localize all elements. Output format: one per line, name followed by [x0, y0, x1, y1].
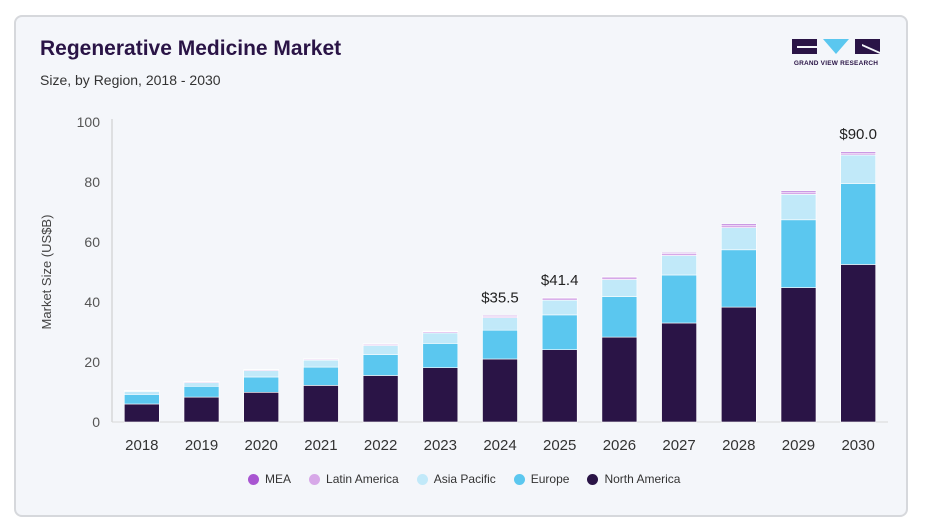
x-tick-label: 2018: [125, 437, 158, 454]
bar-segment-north-america-2021: [303, 385, 339, 423]
bar-segment-latin-america-2027: [661, 253, 697, 256]
bar-segment-mea-2021: [303, 358, 339, 360]
total-label-2025: $41.4: [541, 272, 579, 289]
x-tick-label: 2020: [245, 437, 278, 454]
legend-swatch: [416, 473, 428, 485]
bar-segment-mea-2029: [780, 190, 817, 193]
x-tick-label: 2023: [424, 437, 457, 454]
bar-segment-europe-2021: [303, 366, 339, 386]
x-tick-label: 2030: [841, 437, 874, 454]
bar-segment-asia-pacific-2022: [362, 345, 399, 355]
stacked-bar-chart: 0 20 40 60 80 100 Market Size (US$B) 2018 2019 20…: [39, 114, 888, 454]
legend-item-north-america: North America: [587, 472, 680, 486]
legend-label: Europe: [530, 472, 570, 486]
bar-segment-europe-2022: [362, 354, 399, 376]
x-tick-label: 2029: [782, 437, 815, 454]
bar-segment-asia-pacific-2023: [422, 332, 459, 344]
chart-subtitle: Size, by Region, 2018 - 2030: [40, 72, 221, 88]
grand-view-research-logo: GRAND VIEW RESEARCH: [790, 39, 882, 71]
y-tick-label: 20: [84, 354, 100, 370]
bar-segment-north-america-2023: [422, 367, 459, 423]
y-tick-label: 40: [84, 294, 100, 310]
bar-segment-europe-2028: [720, 249, 757, 308]
bar-segment-asia-pacific-2027: [661, 255, 697, 276]
bar-segment-north-america-2029: [780, 287, 817, 423]
bar-segment-north-america-2027: [661, 322, 697, 423]
legend-item-latin-america: Latin America: [309, 472, 399, 486]
bar-segment-asia-pacific-2024: [482, 317, 518, 331]
x-tick-label: 2019: [185, 437, 218, 454]
x-tick-label: 2026: [603, 437, 636, 454]
bar-segment-asia-pacific-2019: [183, 382, 220, 387]
bar-segment-mea-2025: [541, 297, 578, 299]
bar-segment-europe-2023: [422, 343, 459, 368]
bar-segment-north-america-2018: [124, 403, 160, 423]
bar-segment-europe-2018: [124, 394, 160, 405]
y-tick-label: 0: [92, 414, 100, 430]
bar-segment-asia-pacific-2028: [720, 227, 757, 251]
bar-segment-north-america-2028: [720, 306, 757, 423]
legend-swatch: [513, 473, 525, 485]
bar-segment-asia-pacific-2029: [780, 194, 817, 221]
bar-segment-mea-2030: [840, 151, 877, 154]
y-axis-label: Market Size (US$B): [39, 215, 54, 330]
chart-legend: MEA Latin America Asia Pacific Europe North …: [248, 472, 680, 486]
bar-segment-europe-2027: [661, 274, 697, 324]
bar-segment-north-america-2024: [482, 358, 518, 423]
bar-segment-asia-pacific-2021: [303, 359, 339, 368]
bar-segment-europe-2030: [840, 183, 877, 265]
bar-segment-north-america-2030: [840, 264, 877, 423]
bar-segment-asia-pacific-2030: [840, 154, 877, 184]
bar-segment-north-america-2019: [183, 396, 220, 423]
y-tick-label: 100: [77, 114, 101, 130]
x-tick-label: 2027: [662, 437, 695, 454]
bar-segment-asia-pacific-2020: [243, 370, 279, 378]
bar-segment-europe-2024: [482, 329, 518, 360]
x-tick-label: 2025: [543, 437, 576, 454]
y-tick-label: 60: [84, 234, 100, 250]
bar-segment-mea-2023: [422, 330, 459, 333]
chart-title: Regenerative Medicine Market: [40, 37, 342, 60]
logo-mark-icon: [792, 39, 880, 54]
x-tick-label: 2022: [364, 437, 397, 454]
legend-item-mea: MEA: [248, 472, 291, 486]
x-tick-label: 2021: [304, 437, 337, 454]
x-tick-label: 2024: [483, 437, 516, 454]
legend-label: MEA: [265, 472, 292, 486]
legend-label: North America: [604, 472, 681, 486]
legend-swatch: [309, 473, 321, 485]
bar-segment-mea-2027: [661, 252, 697, 254]
bar-segment-mea-2022: [362, 343, 399, 345]
bar-segment-europe-2019: [183, 385, 220, 398]
bar-segment-europe-2029: [780, 219, 817, 288]
bar-segment-north-america-2020: [243, 391, 279, 423]
legend-swatch: [587, 473, 599, 485]
y-tick-label: 80: [84, 174, 100, 190]
bar-segment-asia-pacific-2026: [601, 279, 638, 297]
bar-segment-mea-2028: [720, 223, 757, 226]
x-tick-label: 2028: [722, 437, 755, 454]
bar-segment-latin-america-2029: [780, 191, 817, 195]
bar-segment-europe-2020: [243, 376, 279, 393]
legend-swatch: [248, 473, 259, 485]
bar-segment-europe-2026: [601, 296, 638, 338]
bar-segment-north-america-2026: [601, 336, 638, 423]
bar-segment-north-america-2022: [362, 375, 399, 423]
bar-segment-mea-2026: [601, 276, 638, 278]
chart-card: Regenerative Medicine Market Size, by Re…: [14, 15, 908, 517]
legend-label: Latin America: [326, 472, 399, 486]
bar-segment-europe-2025: [541, 314, 578, 350]
total-label-2024: $35.5: [481, 290, 519, 307]
logo-text: GRAND VIEW RESEARCH: [793, 60, 879, 67]
legend-label: Asia Pacific: [433, 472, 496, 486]
legend-item-europe: Europe: [513, 472, 570, 486]
bar-segment-north-america-2025: [541, 349, 578, 423]
legend-item-asia-pacific: Asia Pacific: [416, 472, 496, 486]
bar-segment-asia-pacific-2025: [541, 299, 578, 316]
bar-segment-asia-pacific-2018: [124, 391, 160, 395]
bar-segment-mea-2024: [482, 315, 518, 317]
bar-segment-latin-america-2028: [720, 224, 757, 228]
total-label-2030: $90.0: [839, 126, 877, 143]
